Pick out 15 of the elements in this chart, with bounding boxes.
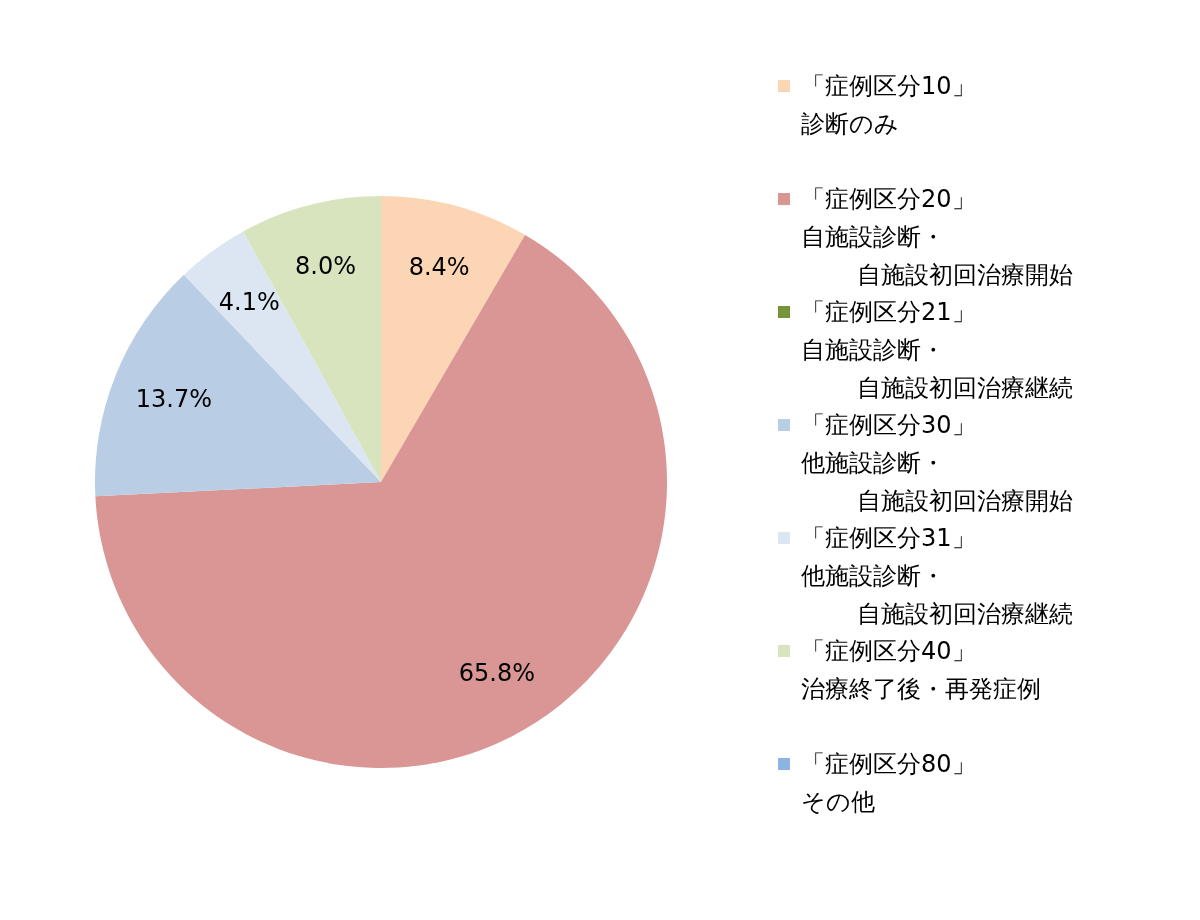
pie-slice <box>95 234 667 768</box>
data-label: 8.4% <box>408 252 470 281</box>
legend-label: 「症例区分30」他施設診断・自施設初回治療開始 <box>801 411 1073 515</box>
data-label: 4.1% <box>218 287 280 316</box>
pie-slice <box>95 274 381 497</box>
pie-slice <box>381 196 526 482</box>
data-label: 65.8% <box>458 658 536 687</box>
legend-label: 「症例区分20」自施設診断・自施設初回治療開始 <box>801 185 1073 289</box>
legend-label: 「症例区分40」治療終了後・再発症例 <box>801 637 1041 703</box>
legend-label: 「症例区分80」その他 <box>801 750 976 816</box>
data-label: 13.7% <box>135 385 212 414</box>
legend-label: 「症例区分21」自施設診断・自施設初回治療継続 <box>801 298 1073 402</box>
legend-label: 「症例区分10」診断のみ <box>801 72 976 138</box>
legend-label: 「症例区分31」他施設診断・自施設初回治療継続 <box>801 524 1073 628</box>
data-label: 8.0% <box>295 251 357 280</box>
